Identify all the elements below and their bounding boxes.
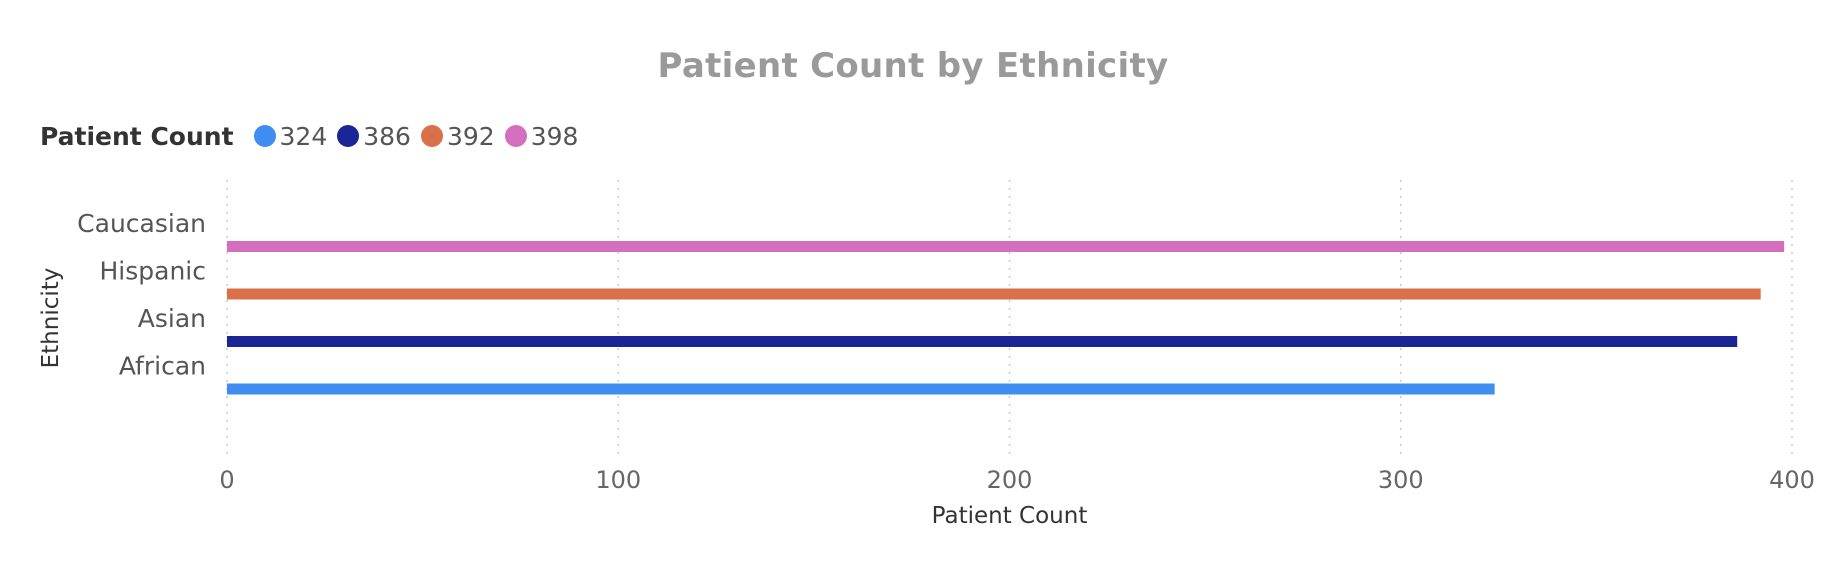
bar-african[interactable]: [227, 383, 1495, 395]
legend-entry-398[interactable]: 398: [504, 121, 579, 151]
bar-hispanic[interactable]: [227, 288, 1761, 300]
category-labels: Caucasian Hispanic Asian African: [77, 209, 206, 381]
category-label-hispanic: Hispanic: [100, 257, 207, 286]
legend-label: 324: [279, 121, 328, 151]
legend-title: Patient Count: [40, 121, 234, 151]
legend-label: 392: [446, 121, 495, 151]
bar-caucasian[interactable]: [227, 241, 1785, 252]
gridlines: [226, 180, 1793, 455]
legend-label: 386: [363, 121, 411, 151]
bars: [227, 241, 1785, 395]
category-label-caucasian: Caucasian: [77, 209, 206, 238]
legend-entry-392[interactable]: 392: [420, 121, 495, 151]
legend-swatch-icon: [504, 125, 527, 147]
x-axis-title: Patient Count: [932, 503, 1088, 529]
x-tick-labels: 0 100 200 300 400: [219, 466, 1815, 494]
legend-swatch-icon: [253, 125, 276, 147]
y-axis-title: Ethnicity: [38, 268, 64, 369]
legend-swatch-icon: [337, 125, 360, 147]
bar-asian[interactable]: [227, 336, 1738, 347]
legend-entry-324[interactable]: 324: [253, 121, 328, 151]
x-tick-label: 200: [987, 466, 1033, 494]
category-label-asian: Asian: [138, 304, 206, 333]
x-tick-label: 300: [1378, 466, 1424, 494]
legend-swatch-icon: [420, 125, 443, 147]
x-tick-label: 400: [1769, 466, 1815, 494]
category-label-african: African: [119, 352, 206, 381]
legend-entry-386[interactable]: 386: [337, 122, 411, 151]
chart-title: Patient Count by Ethnicity: [657, 46, 1169, 86]
x-tick-label: 100: [595, 466, 641, 494]
legend-label: 398: [530, 121, 579, 151]
legend: Patient Count 324 386 392 398: [40, 118, 588, 154]
x-tick-label: 0: [219, 466, 234, 494]
